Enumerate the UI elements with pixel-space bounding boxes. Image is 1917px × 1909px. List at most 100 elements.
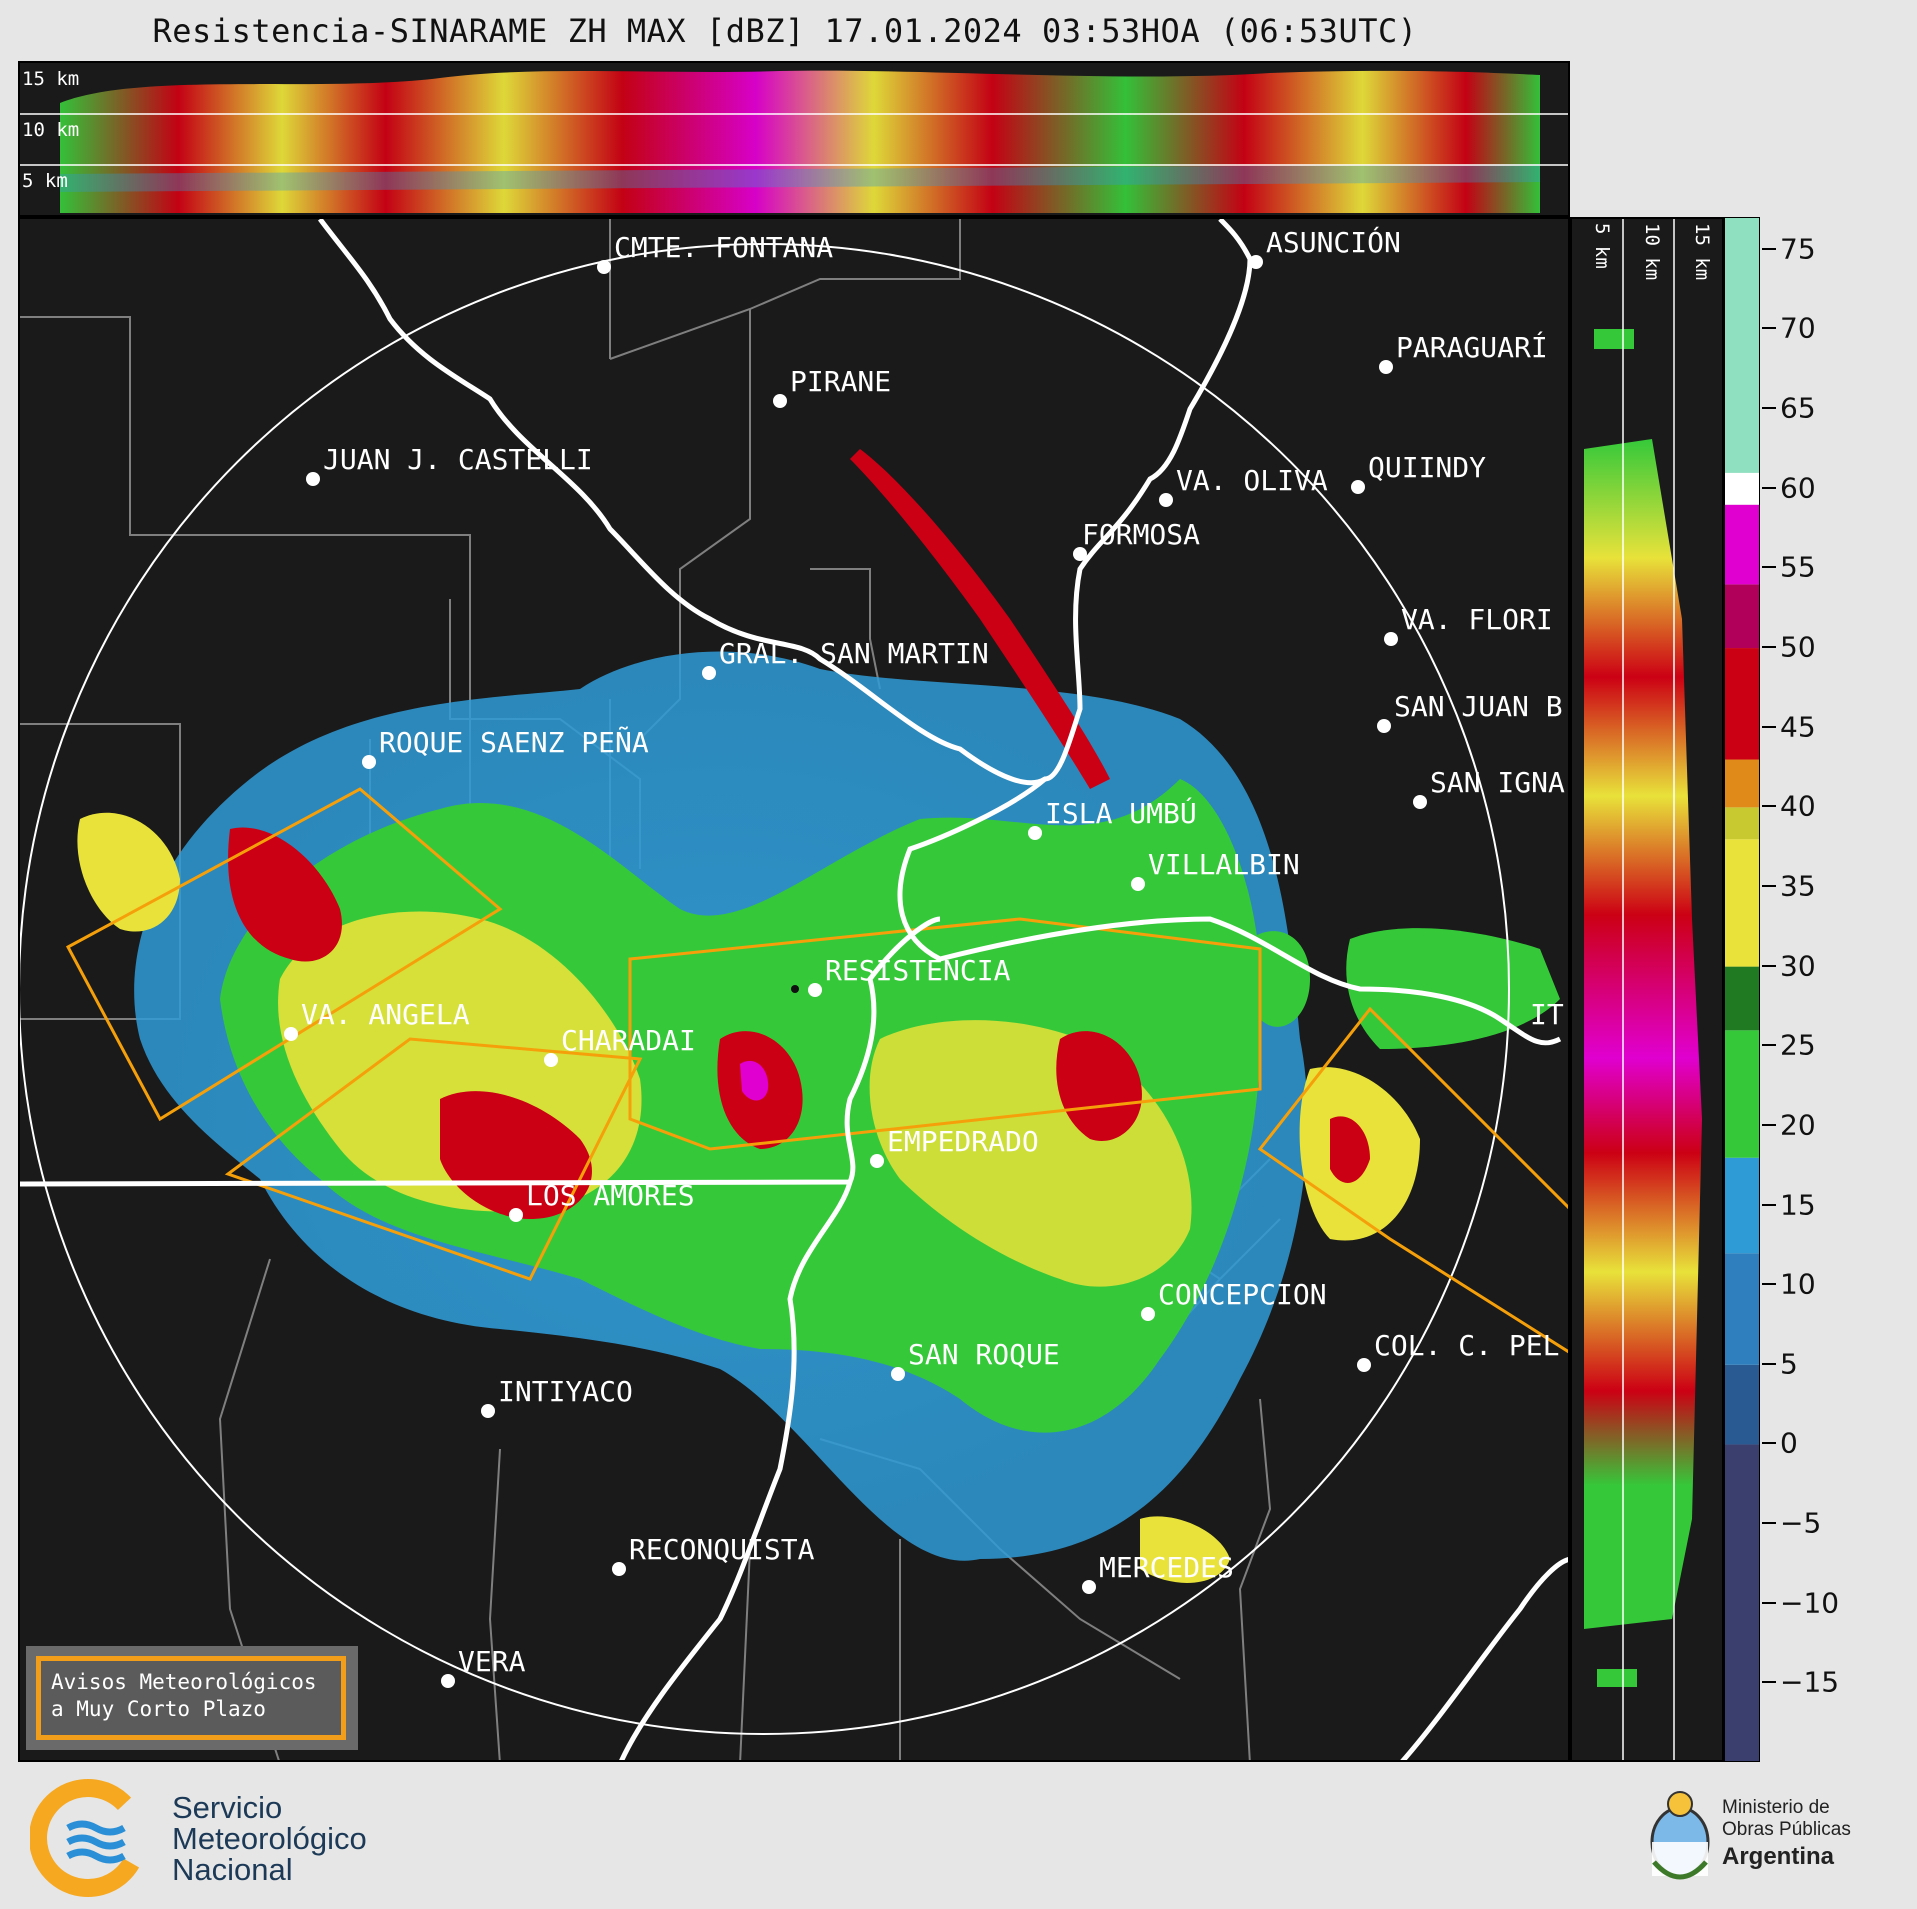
city-label: VERA [458,1645,526,1678]
city-label: RECONQUISTA [629,1533,815,1566]
colorbar-band [1725,966,1759,1031]
colorbar-tick-label: −5 [1780,1506,1822,1540]
colorbar-tick [1762,1442,1776,1445]
colorbar-tick [1762,805,1776,808]
ministry-line1: Ministerio de [1722,1797,1830,1818]
argentina-coat-of-arms-icon [1650,1791,1710,1880]
colorbar-tick [1762,407,1776,410]
city-label: FORMOSA [1082,518,1200,551]
side-height-label-5: 5 km [1591,223,1613,269]
ministry-line2: Obras Públicas [1722,1819,1851,1840]
colorbar-tick-label: −10 [1780,1586,1840,1620]
colorbar-band [1725,1364,1759,1445]
colorbar-tick-label: 75 [1780,232,1816,266]
top-height-label-15: 15 km [22,68,79,90]
colorbar-band [1725,807,1759,840]
colorbar-band [1725,759,1759,808]
city-label: CONCEPCION [1158,1278,1327,1311]
city-label: SAN IGNA [1430,766,1565,799]
city-label: IT [1530,998,1564,1031]
colorbar-band [1725,1030,1759,1158]
colorbar-tick-label: 65 [1780,391,1816,425]
side-cross-section-panel: 5 km 10 km 15 km [1570,217,1724,1762]
city-label: CHARADAI [561,1024,696,1057]
colorbar-tick-label: 0 [1780,1426,1798,1460]
colorbar-tick-label: 35 [1780,869,1816,903]
avisos-line2: a Muy Corto Plazo [51,1697,266,1721]
reflectivity-echoes [77,449,1560,1583]
colorbar-tick-label: 55 [1780,550,1816,584]
colorbar-band [1725,648,1759,760]
smn-emblem-icon [28,1779,147,1897]
colorbar-tick-label: 70 [1780,311,1816,345]
city-label: VILLALBIN [1148,848,1300,881]
colorbar-tick [1762,1362,1776,1365]
city-label: ROQUE SAENZ PEÑA [379,725,649,759]
city-label: VA. OLIVA [1176,464,1328,497]
side-height-label-15: 15 km [1691,223,1713,280]
city-label: EMPEDRADO [887,1125,1039,1158]
colorbar-tick [1762,1203,1776,1206]
city-label: QUIINDY [1368,451,1486,484]
city-label: PIRANE [790,365,891,398]
colorbar-tick [1762,1283,1776,1286]
city-label: MERCEDES [1099,1551,1234,1584]
international-borders [20,219,1568,1760]
city-label: RESISTENCIA [825,954,1011,987]
top-height-label-5: 5 km [22,170,68,192]
smn-name-line1: Servicio [172,1790,283,1825]
colorbar-band [1725,472,1759,505]
city-label: ASUNCIÓN [1266,225,1401,259]
colorbar-band [1725,504,1759,585]
colorbar-tick [1762,646,1776,649]
colorbar-band [1725,1253,1759,1365]
range-ring [20,243,1510,1735]
avisos-line1: Avisos Meteorológicos [51,1670,317,1694]
colorbar-tick [1762,327,1776,330]
colorbar-band [1725,1444,1759,1761]
radar-site-marker [791,985,799,993]
colorbar-tick [1762,1522,1776,1525]
city-label: JUAN J. CASTELLI [323,443,593,476]
city-label: SAN ROQUE [908,1338,1060,1371]
colorbar-tick-label: 60 [1780,471,1816,505]
colorbar-tick-label: 50 [1780,630,1816,664]
colorbar-tick-label: 40 [1780,789,1816,823]
city-label: SAN JUAN B [1394,690,1563,723]
radar-map-panel: CMTE. FONTANA ASUNCIÓN PIRANE PARAGUARÍ … [18,217,1570,1762]
colorbar-tick [1762,1681,1776,1684]
colorbar-tick-label: 30 [1780,949,1816,983]
colorbar-tick [1762,964,1776,967]
colorbar-tick [1762,1044,1776,1047]
colorbar-tick-label: 5 [1780,1347,1798,1381]
colorbar-band [1725,584,1759,649]
ministry-line3: Argentina [1722,1843,1835,1870]
colorbar-tick [1762,1601,1776,1604]
colorbar-tick [1762,247,1776,250]
city-label: COL. C. PEL [1374,1329,1559,1362]
chart-title: Resistencia-SINARAME ZH MAX [dBZ] 17.01.… [152,12,1418,50]
city-label: INTIYACO [498,1375,633,1408]
colorbar-tick-label: 45 [1780,710,1816,744]
dbz-colorbar [1724,217,1760,1762]
colorbar-tick-label: 20 [1780,1108,1816,1142]
city-label: LOS AMORES [526,1179,695,1212]
city-label: VA. ANGELA [301,998,470,1031]
city-label: CMTE. FONTANA [614,231,833,264]
colorbar-tick-label: −15 [1780,1665,1840,1699]
colorbar-band [1725,1157,1759,1254]
smn-logo [28,1778,430,1898]
colorbar-tick [1762,566,1776,569]
smn-name-line3: Nacional [172,1852,293,1887]
colorbar-band [1725,218,1759,473]
colorbar-tick-label: 25 [1780,1028,1816,1062]
city-markers: CMTE. FONTANA ASUNCIÓN PIRANE PARAGUARÍ … [284,225,1565,1688]
warning-polygons [65,787,1568,1354]
avisos-box: Avisos Meteorológicos a Muy Corto Plazo [36,1656,346,1740]
city-label: ISLA UMBÚ [1045,796,1197,830]
colorbar-tick-label: 15 [1780,1188,1816,1222]
ministry-logo [1640,1782,1900,1892]
city-label: VA. FLORI [1401,603,1553,636]
colorbar-tick [1762,1123,1776,1126]
city-label: GRAL. SAN MARTIN [719,637,989,670]
